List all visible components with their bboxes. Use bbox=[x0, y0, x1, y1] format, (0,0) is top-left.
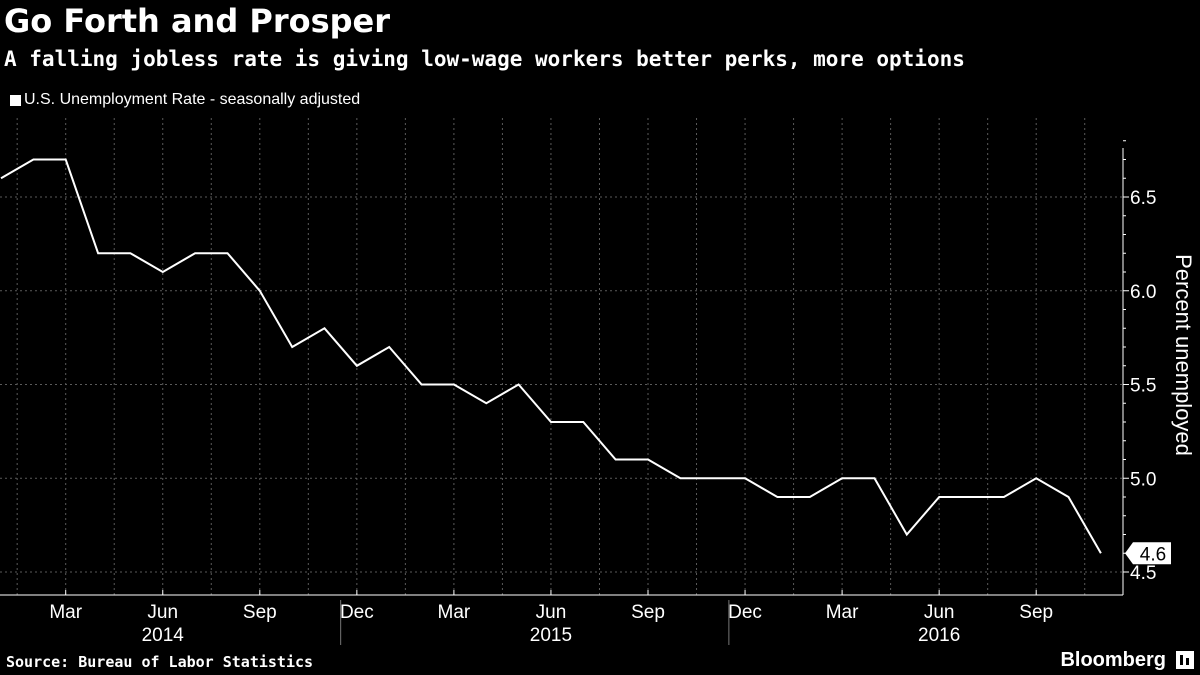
series bbox=[0, 158, 1102, 554]
last-value-badge bbox=[1125, 542, 1171, 565]
bloomberg-terminal-icon bbox=[1176, 651, 1194, 669]
axes bbox=[0, 140, 1129, 645]
year-label: 2015 bbox=[530, 625, 572, 646]
x-tick-label: Jun bbox=[536, 602, 567, 623]
series-line bbox=[0, 158, 1102, 554]
brand-logo: Bloomberg bbox=[1060, 649, 1166, 671]
y-tick-label: 5.5 bbox=[1130, 376, 1156, 397]
y-tick-label: 4.5 bbox=[1130, 563, 1156, 584]
x-tick-label: Mar bbox=[826, 602, 859, 623]
y-tick-label: 6.0 bbox=[1130, 282, 1156, 303]
x-tick-label: Mar bbox=[49, 602, 82, 623]
year-label: 2014 bbox=[142, 625, 185, 646]
x-tick-label: Mar bbox=[438, 602, 471, 623]
x-tick-label: Sep bbox=[1019, 602, 1053, 623]
y-axis-title: Percent unemployed bbox=[1171, 254, 1196, 456]
chart-title: Go Forth and Prosper bbox=[4, 2, 391, 40]
x-tick-label: Jun bbox=[924, 602, 955, 623]
legend-label: U.S. Unemployment Rate - seasonally adju… bbox=[24, 91, 361, 108]
legend: U.S. Unemployment Rate - seasonally adju… bbox=[10, 90, 360, 110]
y-tick-label: 6.5 bbox=[1130, 188, 1156, 209]
year-label: 2016 bbox=[918, 625, 960, 646]
source-note: Source: Bureau of Labor Statistics bbox=[6, 653, 314, 671]
chart-subtitle: A falling jobless rate is giving low-wag… bbox=[4, 47, 965, 71]
last-value-label: 4.6 bbox=[1140, 544, 1166, 565]
x-tick-label: Sep bbox=[631, 602, 665, 623]
x-tick-label: Jun bbox=[147, 602, 178, 623]
x-tick-label: Dec bbox=[340, 602, 374, 623]
labels: 4.5 5.0 5.5 6.0 6.5 Mar Jun Sep Dec Mar Jun Sep Dec M… bbox=[49, 188, 1196, 646]
x-tick-label: Sep bbox=[243, 602, 277, 623]
legend-swatch bbox=[10, 94, 21, 106]
y-tick-label: 5.0 bbox=[1130, 469, 1156, 490]
grid bbox=[0, 118, 1123, 595]
x-tick-label: Dec bbox=[728, 602, 762, 623]
